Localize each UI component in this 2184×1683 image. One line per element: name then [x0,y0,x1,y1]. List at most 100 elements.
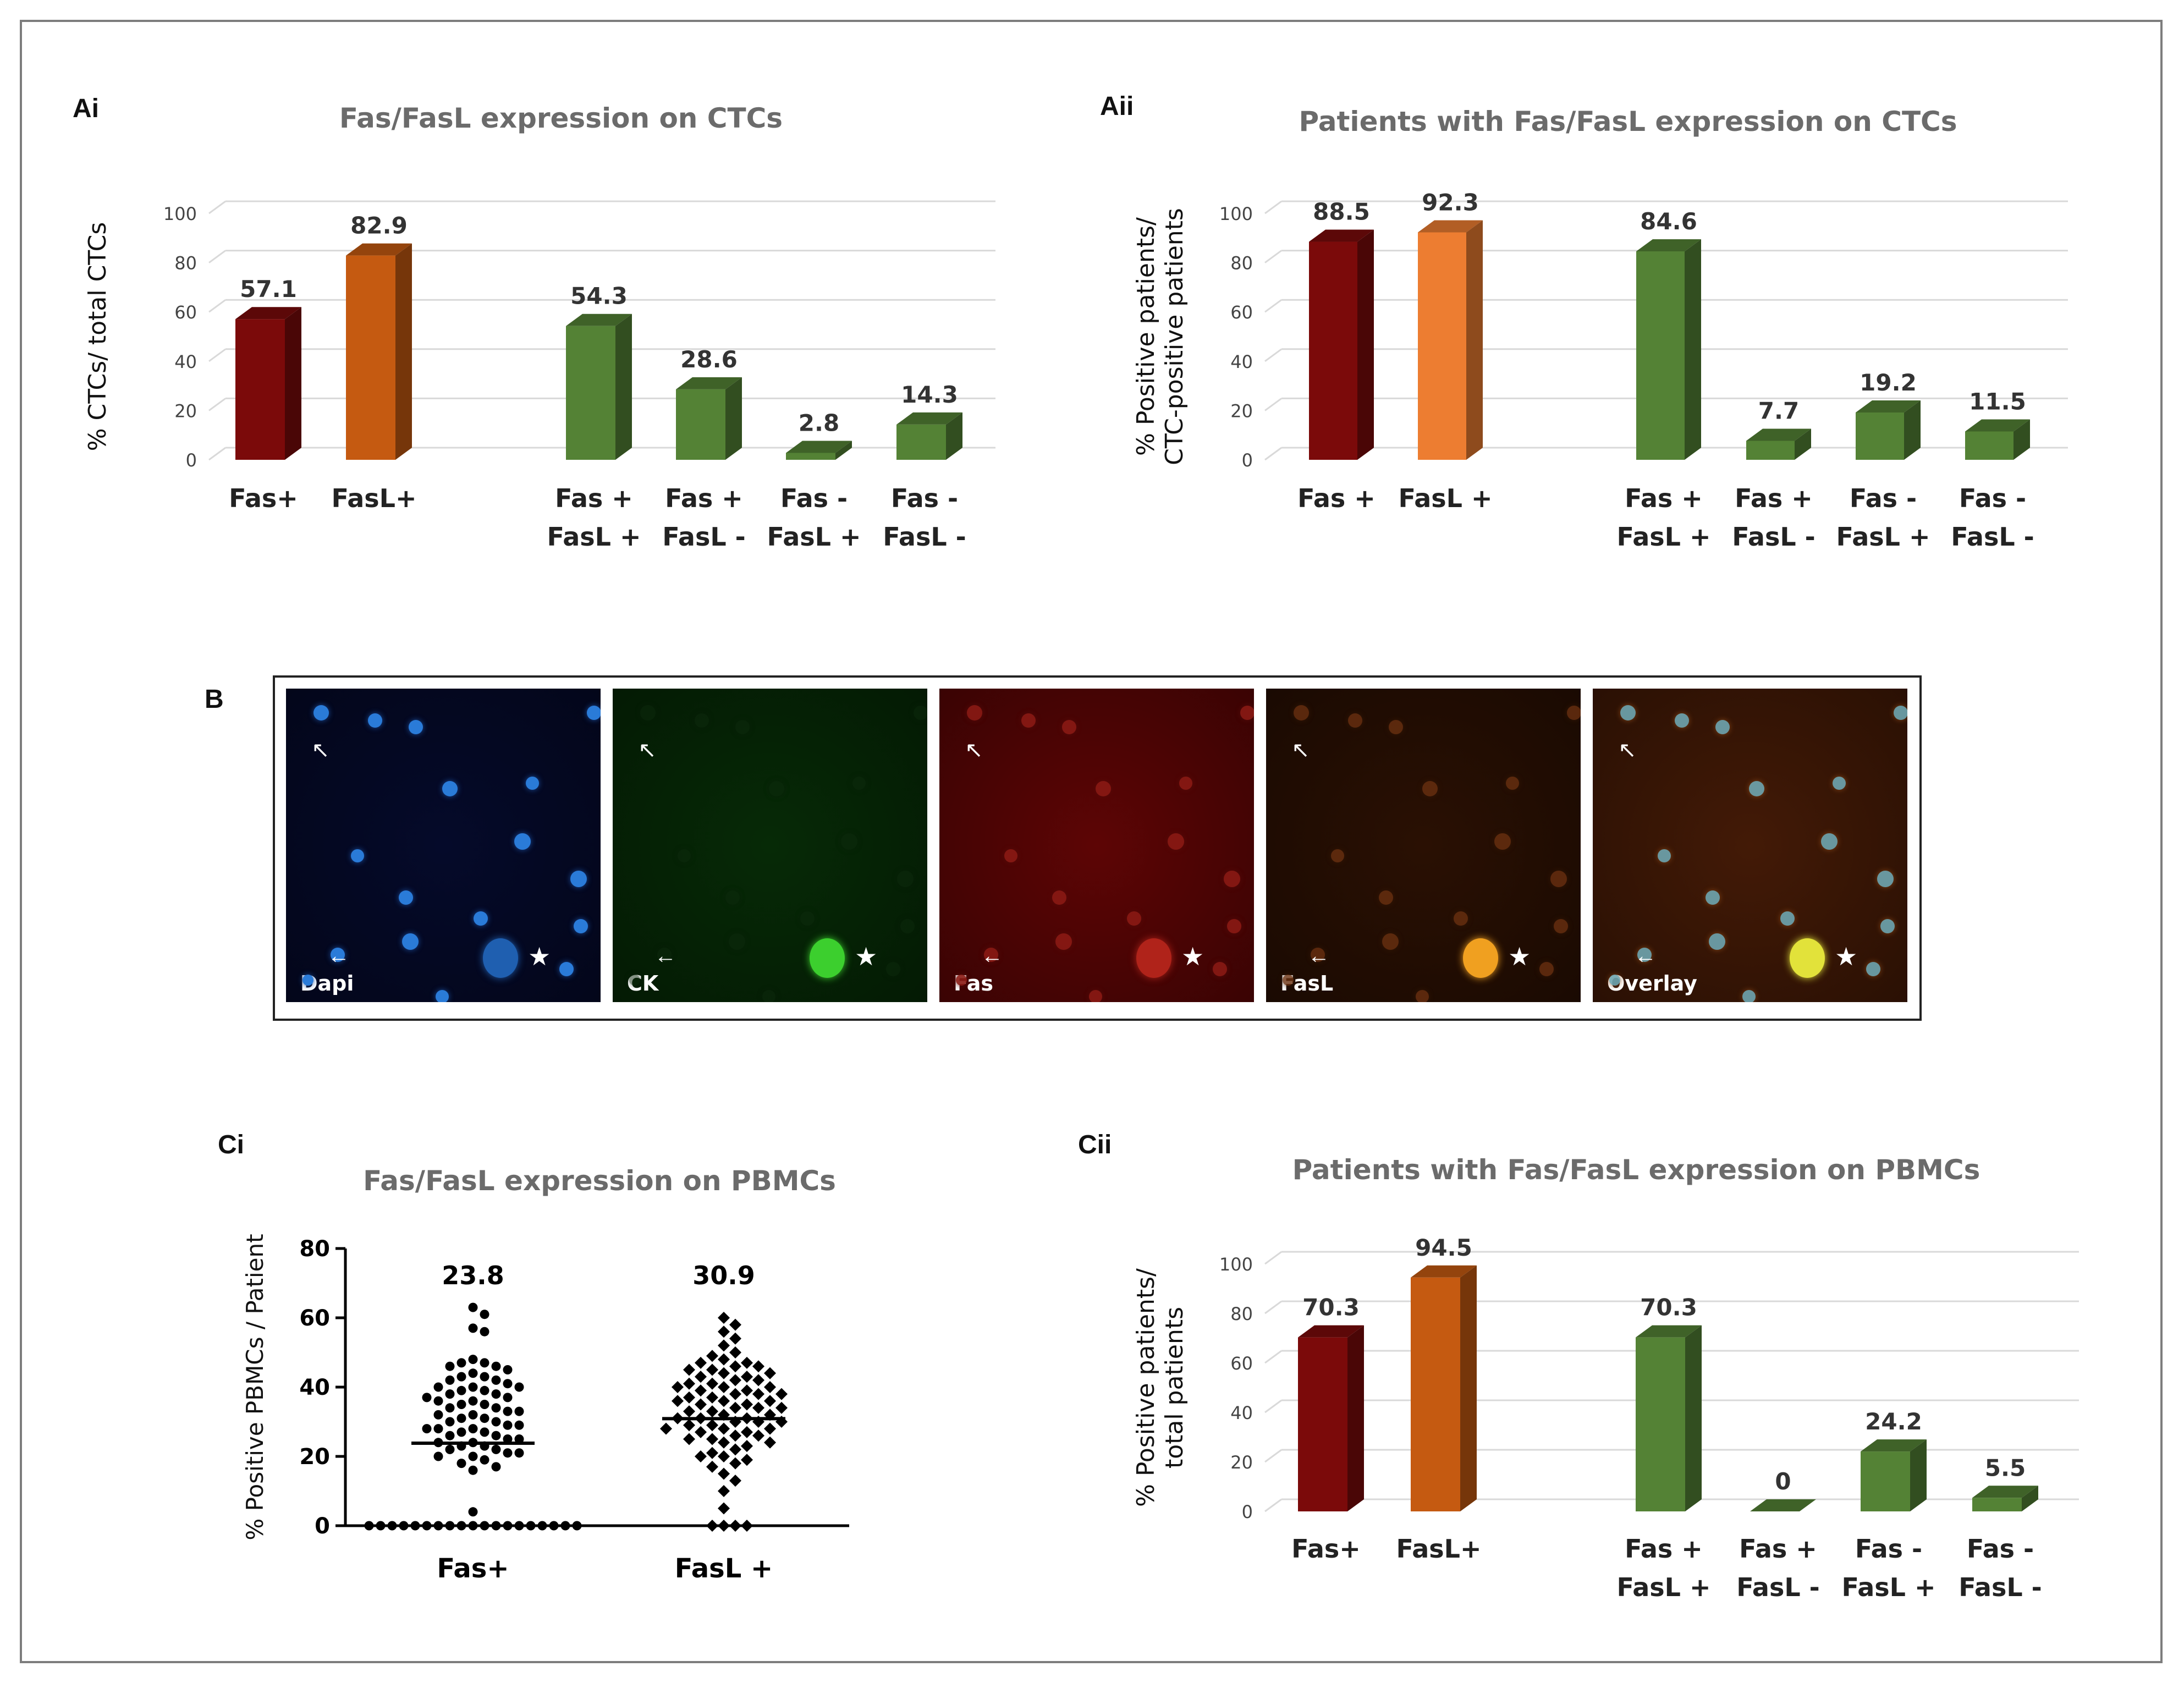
data-point [376,1521,386,1531]
bar-top [235,307,301,320]
cell [841,833,857,850]
data-point [445,1521,455,1531]
arrow-icon: ← [1308,944,1330,968]
y-tick-label: 60 [1230,1353,1253,1374]
y-axis-label: % Positive patients/ [1132,217,1160,456]
x-tick-label: Fas - [1850,483,1917,513]
data-point [503,1365,513,1374]
cell [442,781,458,796]
data-point [468,1355,478,1365]
x-tick-label: FasL - [883,522,966,552]
bar-side [1357,229,1374,460]
x-tick-label: Fas+ [437,1553,509,1584]
data-point [491,1389,501,1399]
data-point [718,1326,730,1338]
chart-title: Patients with Fas/FasL expression on PBM… [1292,1154,1981,1186]
gridline-depth [208,250,226,263]
bar-side [725,377,742,460]
data-point [456,1358,466,1368]
data-point [718,1467,730,1480]
cell [1742,990,1756,1002]
x-tick-label: FasL + [1841,1572,1935,1602]
arrow-icon: ← [981,944,1003,968]
micrograph-overlay: Overlay ★ ↖ ← [1593,689,1907,1002]
chart-ai: Fas/FasL expression on CTCs % CTCs/ total… [84,102,995,552]
y-tick-label: 40 [299,1375,330,1400]
bar-side [835,441,852,460]
data-point [764,1436,776,1449]
y-tick-label: 20 [1230,400,1253,421]
bar-value-label: 24.2 [1865,1408,1922,1435]
data-point [718,1339,730,1352]
data-point [468,1507,478,1517]
star-icon: ★ [1835,942,1858,971]
x-tick-label: Fas + [1735,483,1813,513]
cell [1620,705,1636,721]
x-tick-label: FasL - [1736,1572,1820,1602]
data-point [729,1374,741,1387]
y-axis-label: % Positive patients/ [1132,1268,1160,1507]
bar [1965,431,2014,460]
data-point [560,1521,570,1531]
data-point [491,1521,501,1531]
data-point [433,1410,443,1420]
cell [1880,919,1895,933]
mean-label: 30.9 [692,1261,755,1290]
chart-ci: Fas/FasL expression on PBMCs % Positive P… [241,1165,849,1584]
bar [1298,1337,1347,1511]
bar-value-label: 94.5 [1415,1234,1472,1261]
micrograph-ck: CK ★ ↖ ← [613,689,927,1002]
data-point [480,1358,489,1368]
data-point [456,1459,466,1469]
data-point [706,1447,718,1459]
data-point [514,1434,524,1444]
data-point [706,1520,718,1532]
bar-value-label: 0 [1775,1468,1791,1495]
bar [1856,412,1904,460]
x-tick-label: FasL + [1398,483,1492,513]
cell [1637,948,1652,962]
cell [1866,962,1880,976]
data-point [468,1302,478,1312]
bar-top [1856,400,1921,413]
cell [1240,706,1254,720]
panel-label-aii: Aii [1100,92,1134,121]
data-point [480,1327,489,1336]
cell [800,911,815,926]
bar [1861,1451,1910,1511]
chart-title: Patients with Fas/FasL expression on CTC… [1299,106,1957,138]
x-tick-label: Fas - [1959,483,2026,513]
data-point [514,1382,524,1392]
panel-label-cii: Cii [1078,1130,1112,1159]
bar-value-label: 57.1 [240,276,297,302]
data-point [480,1427,489,1437]
data-point [433,1521,443,1531]
cell [1294,705,1309,721]
y-tick-label: 40 [174,351,197,372]
bar [1746,441,1795,460]
bar-top [1746,428,1811,441]
bar-value-label: 88.5 [1313,199,1370,226]
data-point [683,1419,695,1432]
data-point [445,1403,455,1413]
data-point [741,1440,753,1453]
x-tick-label: FasL - [1959,1572,2042,1602]
data-point [526,1521,536,1531]
mean-label: 23.8 [442,1261,504,1290]
cell [1877,871,1894,887]
arrow-icon: ← [1635,944,1657,968]
micrograph-fas: Fas ★ ↖ ← [939,689,1254,1002]
arrow-icon: ↖ [1618,738,1637,762]
cell [1096,781,1111,796]
arrow-icon: ↖ [638,738,657,762]
data-point [695,1371,707,1383]
cell [409,720,423,734]
data-point [764,1381,776,1393]
gridline-depth [1264,1399,1282,1414]
data-point [456,1521,466,1531]
cell [1021,713,1036,728]
data-point [433,1451,443,1461]
cell [526,777,539,790]
bar-value-label: 92.3 [1422,189,1479,216]
cell [1609,975,1620,986]
